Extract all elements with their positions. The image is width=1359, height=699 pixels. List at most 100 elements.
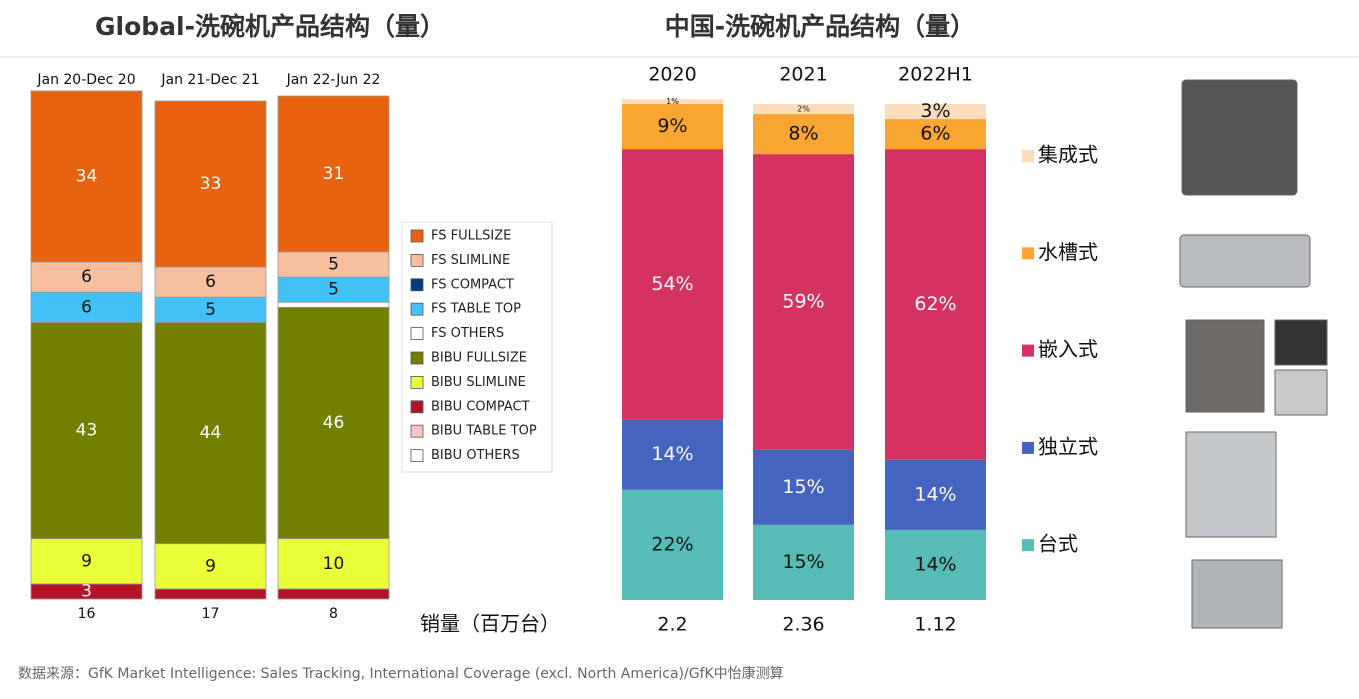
data-label: 31 <box>323 164 345 184</box>
bar-segment <box>753 449 854 525</box>
product-image <box>1274 319 1328 366</box>
product-image <box>1274 369 1328 416</box>
x-tick-label: Jan 22-Jun 22 <box>286 72 381 88</box>
data-label: 5 <box>328 255 339 275</box>
data-label: 10 <box>323 554 345 574</box>
bar-segment <box>30 538 143 585</box>
total-label: 8 <box>329 606 338 622</box>
bar-segment <box>622 104 723 150</box>
bar-segment <box>277 301 390 308</box>
total-label: 2.2 <box>657 614 687 636</box>
bar-segment <box>154 321 267 545</box>
data-label: 15% <box>782 551 824 573</box>
legend-label: BIBU OTHERS <box>431 448 520 463</box>
bar-segment <box>885 149 986 460</box>
legend-label: FS COMPACT <box>431 277 514 292</box>
data-label: 44 <box>200 423 222 443</box>
legend-label: FS TABLE TOP <box>431 302 521 317</box>
bar-segment <box>622 149 723 420</box>
legend-label: BIBU COMPACT <box>431 399 530 414</box>
product-image <box>1191 559 1283 629</box>
legend-label: 嵌入式 <box>1038 337 1098 361</box>
data-label: 33 <box>200 174 222 194</box>
bar-segment <box>622 419 723 490</box>
bar-segment <box>30 90 143 263</box>
legend-label: BIBU FULLSIZE <box>431 351 527 366</box>
legend-label: BIBU TABLE TOP <box>431 424 537 439</box>
bar-segment <box>885 529 986 600</box>
x-tick-label: Jan 21-Dec 21 <box>160 72 259 88</box>
x-tick-label: 2020 <box>648 64 696 86</box>
data-label: 5 <box>328 280 339 300</box>
bar-segment <box>277 251 390 278</box>
bar-segment <box>154 543 267 590</box>
total-label: 17 <box>202 606 220 622</box>
data-label: 14% <box>914 483 956 505</box>
bar-segment <box>622 489 723 600</box>
legend-label: 水槽式 <box>1038 240 1098 264</box>
data-label: 22% <box>651 533 693 555</box>
legend-swatch <box>1022 441 1034 454</box>
total-label: 16 <box>78 606 96 622</box>
product-image <box>1185 431 1277 538</box>
x-tick-label: 2021 <box>779 64 827 86</box>
legend-swatch <box>1022 150 1034 162</box>
chart-title: Global-洗碗机产品结构（量） <box>95 12 445 41</box>
data-label: 9% <box>657 115 687 137</box>
legend-swatch <box>410 253 424 267</box>
legend-swatch <box>410 351 424 365</box>
legend-label: FS FULLSIZE <box>431 229 511 244</box>
data-label: 9 <box>205 556 216 576</box>
data-label: 14% <box>651 443 693 465</box>
data-label: 43 <box>76 420 98 440</box>
legend-swatch <box>410 375 424 389</box>
product-image <box>1179 234 1311 288</box>
product-images <box>1179 79 1328 629</box>
bar-segment <box>885 119 986 150</box>
bar-segment <box>753 154 854 450</box>
bar-segment <box>154 100 267 268</box>
legend-swatch <box>410 327 424 341</box>
legend-swatch <box>1022 344 1034 357</box>
legend-swatch <box>1022 247 1034 260</box>
bar-segment <box>154 296 267 323</box>
bar-segment <box>277 538 390 590</box>
legend-label: FS SLIMLINE <box>431 253 510 268</box>
data-label: 6 <box>81 267 92 287</box>
bar-segment <box>753 114 854 155</box>
data-label: 15% <box>782 476 824 498</box>
total-label: 2.36 <box>782 614 824 636</box>
bar-segment <box>885 459 986 530</box>
legend-swatch <box>410 424 424 438</box>
legend-label: FS OTHERS <box>431 326 504 341</box>
data-label: 9 <box>81 551 92 571</box>
chart-title: 中国-洗碗机产品结构（量） <box>665 12 975 41</box>
legend-box <box>401 221 553 473</box>
legend-label: 独立式 <box>1038 434 1098 458</box>
product-image <box>1181 79 1298 196</box>
bar-segment <box>753 524 854 600</box>
data-label: 6 <box>205 272 216 292</box>
legend-swatch <box>410 278 424 292</box>
data-label: 62% <box>914 293 956 315</box>
bar-segment <box>277 588 390 600</box>
data-label: 3 <box>81 581 92 601</box>
data-label: 8% <box>788 123 818 145</box>
legend-swatch <box>410 449 424 463</box>
bar-segment <box>753 104 854 115</box>
data-label: 1% <box>666 97 679 106</box>
bar-segment <box>154 588 267 600</box>
data-label: 2% <box>797 105 810 114</box>
source-note: 数据来源：GfK Market Intelligence: Sales Trac… <box>18 665 784 682</box>
legend-swatch <box>1022 539 1034 552</box>
legend-swatch <box>410 229 424 243</box>
legend-swatch <box>410 302 424 316</box>
data-label: 6% <box>920 123 950 145</box>
bar-segment <box>885 104 986 120</box>
bar-segment <box>30 261 143 293</box>
bar-segment <box>30 321 143 540</box>
bar-segment <box>277 95 390 253</box>
product-image <box>1185 319 1265 413</box>
legend-swatch <box>410 400 424 414</box>
